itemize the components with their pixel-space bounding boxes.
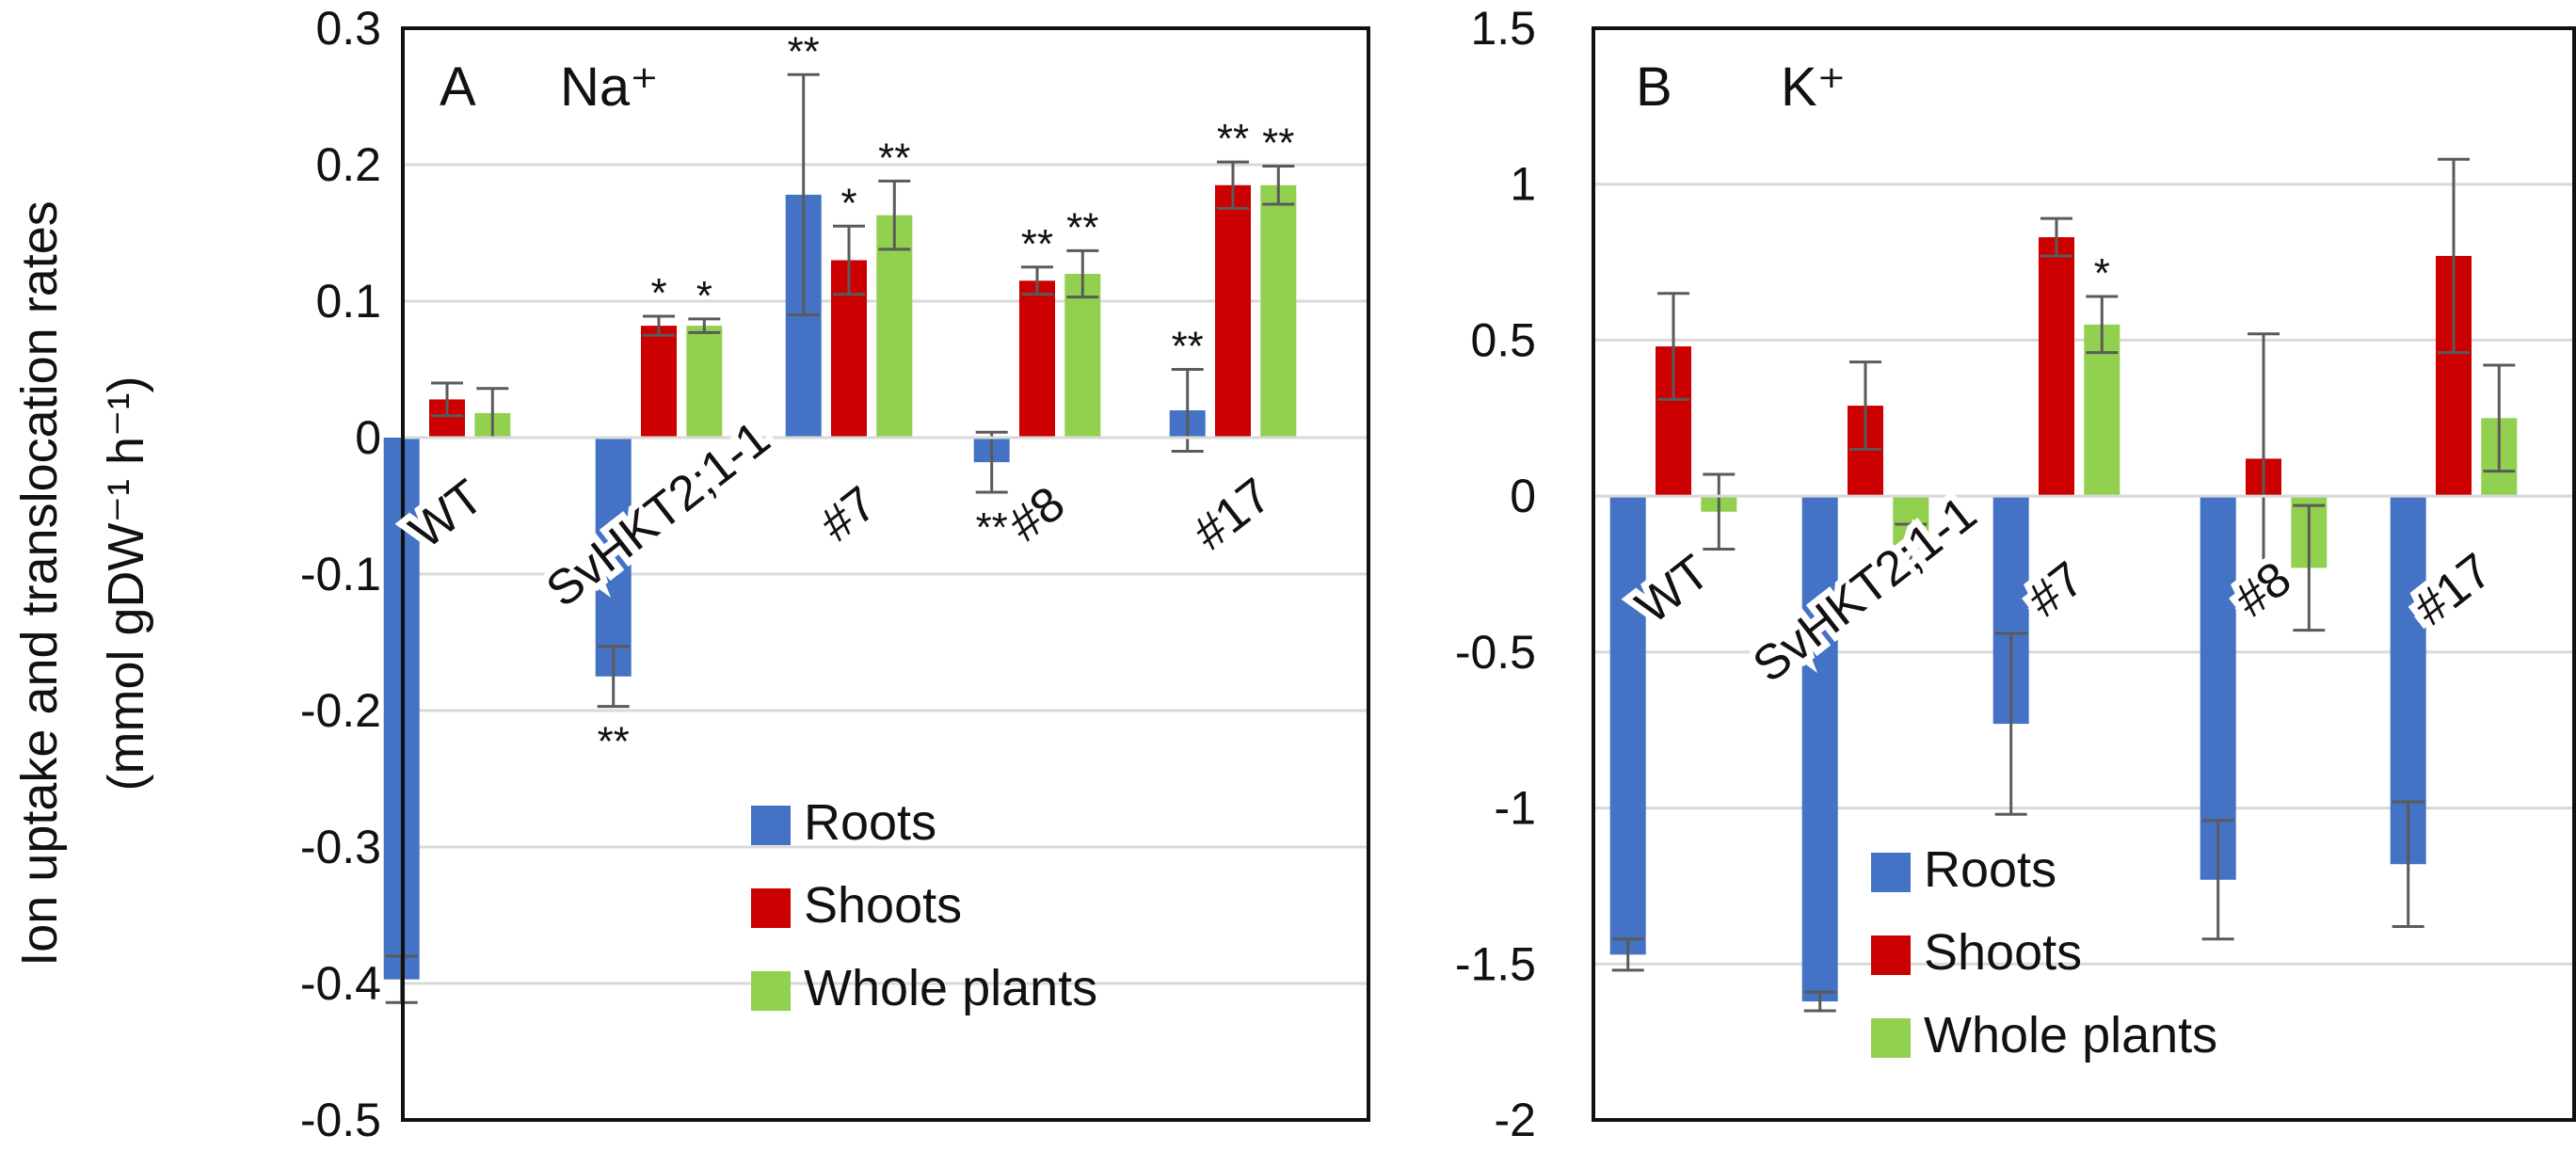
y-tick-label: -0.4	[300, 957, 381, 1010]
y-tick-label: 0.1	[315, 275, 381, 328]
bar-roots	[1609, 496, 1646, 955]
significance-label: *	[2094, 250, 2110, 296]
significance-label: **	[1066, 204, 1098, 250]
bar-shoots	[1215, 184, 1251, 438]
panel-a-chart: *********************0.30.20.10-0.1-0.2-…	[300, 2, 1370, 1146]
bar-roots	[1801, 496, 1838, 1002]
legend-label: Whole plants	[1924, 1007, 2217, 1063]
legend-swatch	[751, 806, 791, 845]
category-label: SvHKT2;1-1	[1743, 487, 1987, 694]
bar-roots	[2200, 496, 2236, 880]
y-tick-label: -0.3	[300, 821, 381, 873]
y-axis-title-line2: (mmol gDW⁻¹ h⁻¹)	[98, 376, 154, 791]
plot-frame	[1592, 26, 2576, 1122]
y-tick-label: -0.2	[300, 684, 381, 737]
y-tick-label: -0.5	[300, 1094, 381, 1146]
category-label: #7	[2018, 552, 2094, 628]
legend-label: Roots	[804, 794, 936, 851]
panel-letter: B	[1636, 56, 1672, 118]
legend-swatch	[1871, 1018, 1911, 1058]
bar-shoots	[1019, 280, 1055, 438]
bar-shoots	[641, 326, 677, 438]
plot-frame	[401, 26, 1370, 1122]
y-axis-title: Ion uptake and translocation rates (mmol…	[11, 200, 154, 967]
y-tick-label: -1.5	[1455, 937, 1536, 990]
significance-label: *	[650, 270, 666, 316]
legend-label: Roots	[1924, 841, 2056, 898]
category-label: SvHKT2;1-1	[536, 411, 780, 618]
y-tick-label: 1	[1510, 158, 1536, 211]
category-label: #8	[2225, 552, 2301, 628]
bar-whole-plants	[1064, 274, 1101, 438]
y-tick-label: 0.3	[315, 2, 381, 55]
y-tick-label: 1.5	[1470, 2, 1536, 55]
y-tick-label: 0	[355, 411, 381, 464]
y-tick-label: -1	[1495, 782, 1536, 835]
panel-b-chart: *1.510.50-0.5-1-1.5-2WT SvHKT2;1-1 #7 #8 #17…	[1455, 2, 2576, 1146]
panel-letter: A	[440, 56, 476, 118]
y-tick-label: -0.1	[300, 548, 381, 600]
y-tick-label: 0.2	[315, 138, 381, 191]
y-axis-title-line1: Ion uptake and translocation rates	[11, 200, 68, 967]
legend-swatch	[751, 888, 791, 928]
legend-label: Whole plants	[804, 960, 1097, 1016]
y-tick-label: 0.5	[1470, 313, 1536, 366]
significance-label: **	[1021, 221, 1053, 267]
category-label: #8	[999, 476, 1075, 552]
panel-ion-label: K⁺	[1781, 56, 1846, 118]
significance-label: **	[1217, 116, 1249, 162]
bar-roots	[595, 438, 632, 677]
significance-label: **	[976, 504, 1008, 551]
significance-label: **	[788, 28, 820, 74]
bar-whole-plants	[686, 326, 723, 438]
category-label: #7	[810, 476, 887, 552]
significance-label: **	[1172, 324, 1204, 370]
y-tick-label: -0.5	[1455, 626, 1536, 679]
legend-swatch	[1871, 853, 1911, 892]
significance-label: **	[878, 135, 910, 181]
legend-label: Shoots	[804, 877, 962, 934]
category-label: #17	[1183, 468, 1281, 561]
legend-label: Shoots	[1924, 924, 2082, 981]
bar-whole-plants	[876, 215, 913, 438]
y-tick-label: 0	[1510, 470, 1536, 522]
significance-label: **	[598, 719, 630, 765]
legend-swatch	[751, 971, 791, 1011]
bar-shoots	[2039, 237, 2074, 497]
bar-whole-plants	[1260, 184, 1297, 438]
y-tick-label: -2	[1495, 1094, 1536, 1146]
legend-swatch	[1871, 935, 1911, 975]
significance-label: *	[840, 180, 856, 226]
panel-ion-label: Na⁺	[560, 56, 659, 118]
significance-label: **	[1262, 120, 1294, 166]
significance-label: *	[696, 273, 712, 319]
